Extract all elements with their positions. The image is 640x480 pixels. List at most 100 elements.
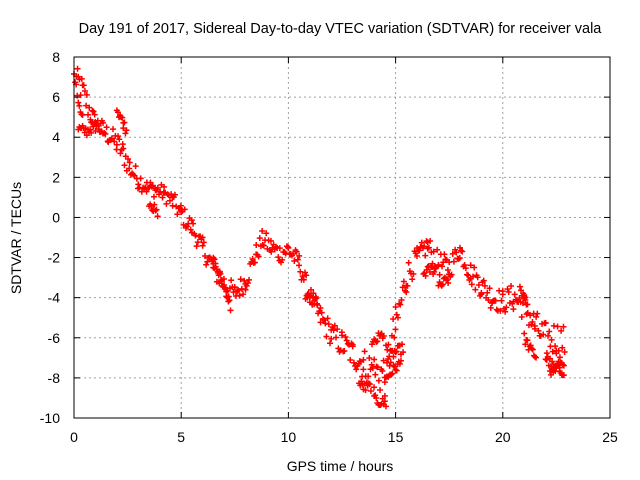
data-point: [455, 255, 462, 262]
data-point: [439, 281, 446, 288]
data-point: [74, 92, 81, 99]
data-point: [115, 133, 122, 140]
data-point: [521, 330, 528, 337]
data-point: [446, 271, 453, 278]
data-point: [400, 278, 407, 285]
data-point: [380, 357, 387, 364]
data-point: [381, 398, 388, 405]
data-point: [384, 359, 391, 366]
data-point: [249, 256, 256, 263]
x-tick-label: 15: [388, 429, 404, 445]
x-axis-ticks: 0 5 10 15 20 25: [70, 57, 618, 445]
data-point: [533, 354, 540, 361]
data-point: [253, 242, 260, 249]
data-point: [153, 206, 160, 213]
y-tick-label: 8: [52, 49, 60, 65]
data-point: [484, 289, 491, 296]
data-point: [522, 297, 529, 304]
data-point: [251, 259, 258, 266]
chart-title: Day 191 of 2017, Sidereal Day-to-day VTE…: [79, 21, 603, 37]
data-point: [125, 155, 132, 162]
data-point: [108, 135, 115, 142]
data-point: [390, 353, 397, 360]
data-point: [325, 321, 332, 328]
data-point: [524, 301, 531, 308]
data-point: [560, 372, 567, 379]
data-point: [543, 350, 550, 357]
data-point: [528, 345, 535, 352]
data-point: [177, 202, 184, 209]
data-point: [465, 272, 472, 279]
data-point: [413, 253, 420, 260]
grid-lines: [74, 57, 610, 418]
data-point: [203, 261, 210, 268]
data-point: [349, 343, 356, 350]
data-point: [360, 366, 367, 373]
data-point: [157, 188, 164, 195]
data-points: [71, 65, 568, 410]
data-point: [299, 273, 306, 280]
data-point: [296, 252, 303, 259]
data-point: [117, 150, 124, 157]
data-point: [552, 368, 559, 375]
data-point: [86, 104, 93, 111]
data-point: [243, 282, 250, 289]
y-tick-label: 2: [52, 169, 60, 185]
data-point: [90, 108, 97, 115]
data-point: [502, 308, 509, 315]
data-point: [462, 265, 469, 272]
data-point: [374, 338, 381, 345]
data-point: [493, 306, 500, 313]
data-point: [459, 248, 466, 255]
data-point: [529, 319, 536, 326]
data-point: [453, 249, 460, 256]
data-point: [99, 130, 106, 137]
data-point: [505, 289, 512, 296]
data-point: [78, 75, 85, 82]
data-point: [396, 360, 403, 367]
data-point: [393, 367, 400, 374]
data-point: [399, 284, 406, 291]
data-point: [487, 304, 494, 311]
data-point: [508, 283, 515, 290]
data-point: [561, 348, 568, 355]
data-point: [542, 320, 549, 327]
data-point: [467, 262, 474, 269]
data-point: [275, 254, 282, 261]
data-point: [360, 356, 367, 363]
data-point: [223, 293, 230, 300]
data-point: [472, 286, 479, 293]
data-point: [552, 343, 559, 350]
data-point: [366, 381, 373, 388]
data-point: [531, 353, 538, 360]
data-point: [527, 342, 534, 349]
data-point: [374, 364, 381, 371]
data-point: [548, 336, 555, 343]
data-point: [121, 162, 128, 169]
data-point: [143, 188, 150, 195]
data-point: [317, 305, 324, 312]
data-point: [439, 263, 446, 270]
data-point: [534, 310, 541, 317]
data-point: [221, 281, 228, 288]
data-point: [422, 252, 429, 259]
data-point: [498, 297, 505, 304]
data-point: [397, 301, 404, 308]
data-point: [423, 266, 430, 273]
data-point: [123, 127, 130, 134]
x-tick-label: 5: [177, 429, 185, 445]
data-point: [85, 111, 92, 118]
data-point: [276, 245, 283, 252]
data-point: [178, 208, 185, 215]
data-point: [405, 259, 412, 266]
data-point: [132, 163, 139, 170]
data-point: [323, 333, 330, 340]
data-point: [400, 349, 407, 356]
data-point: [546, 328, 553, 335]
data-point: [300, 276, 307, 283]
data-point: [369, 365, 376, 372]
data-point: [461, 261, 468, 268]
data-point: [486, 285, 493, 292]
data-point: [330, 327, 337, 334]
data-point: [367, 388, 374, 395]
